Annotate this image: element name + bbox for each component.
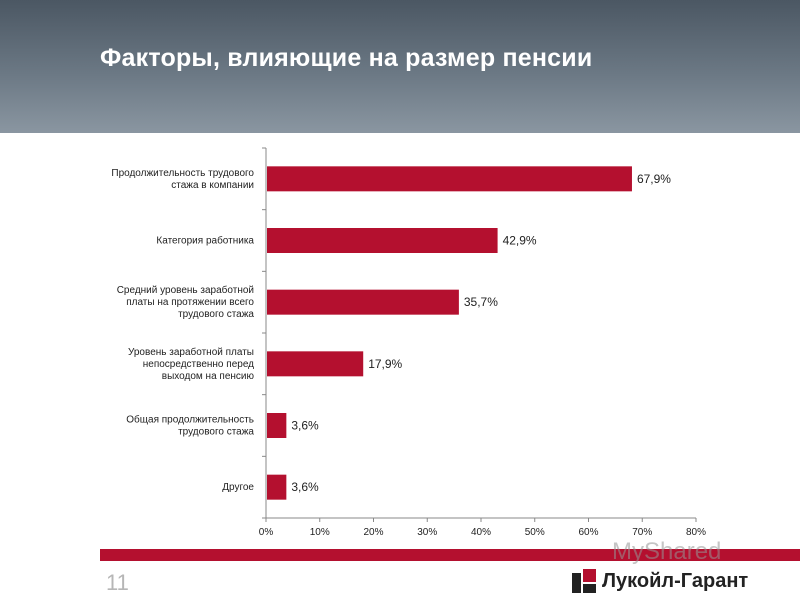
footer-divider: [100, 549, 800, 561]
x-tick-label: 0%: [259, 527, 274, 538]
x-tick-label: 40%: [471, 527, 491, 538]
bar: [267, 289, 459, 315]
category-label: Категория работника: [156, 235, 254, 247]
category-label-line: трудового стажа: [178, 309, 254, 320]
bar-value-label: 17,9%: [368, 357, 402, 371]
x-tick-label: 10%: [310, 527, 330, 538]
bar-value-label: 3,6%: [291, 480, 319, 494]
bar: [267, 474, 287, 500]
category-label-line: Категория работника: [156, 235, 254, 247]
category-label-line: трудового стажа: [178, 427, 254, 438]
category-label-line: непосредственно перед: [143, 359, 254, 370]
x-tick-label: 60%: [578, 527, 598, 538]
x-tick-label: 50%: [525, 527, 545, 538]
category-label-line: Средний уровень заработной: [117, 284, 254, 296]
company-logo: Лукойл-Гарант: [572, 566, 748, 596]
category-label: Средний уровень заработной платы на протя…: [117, 284, 255, 320]
category-label-line: Продолжительность трудового: [111, 168, 254, 179]
category-label-line: выходом на пенсию: [162, 371, 255, 382]
x-tick-label: 80%: [686, 527, 706, 538]
x-tick-label: 20%: [363, 527, 383, 538]
page-number: 11: [106, 570, 129, 595]
bar-value-label: 67,9%: [637, 172, 671, 186]
x-tick-label: 30%: [417, 527, 437, 538]
logo-text: Лукойл-Гарант: [602, 569, 749, 592]
category-label: Другое: [222, 482, 254, 493]
watermark: MyShared: [612, 538, 722, 565]
bar: [267, 351, 364, 377]
category-label: Уровень заработной платы непосредственно …: [128, 346, 255, 382]
bar-value-label: 35,7%: [464, 295, 498, 309]
category-label-line: платы на протяжении всего: [126, 297, 254, 308]
bar-value-label: 3,6%: [291, 419, 319, 433]
header-banner: Факторы, влияющие на размер пенсии: [0, 0, 800, 133]
category-label-line: стажа в компании: [171, 180, 254, 191]
category-label: Продолжительность трудового стажа в компа…: [111, 168, 254, 191]
bar: [267, 413, 287, 438]
page-title: Факторы, влияющие на размер пенсии: [100, 44, 593, 72]
category-label: Общая продолжительность трудового стажа: [126, 414, 254, 438]
category-label-line: Уровень заработной платы: [128, 346, 254, 358]
category-label-line: Другое: [222, 482, 254, 493]
category-label-line: Общая продолжительность: [126, 414, 254, 426]
logo-mark-icon: [572, 569, 596, 593]
bar: [267, 228, 498, 253]
bar: [267, 166, 632, 192]
bar-value-label: 42,9%: [503, 234, 537, 248]
x-tick-label: 70%: [632, 527, 652, 538]
